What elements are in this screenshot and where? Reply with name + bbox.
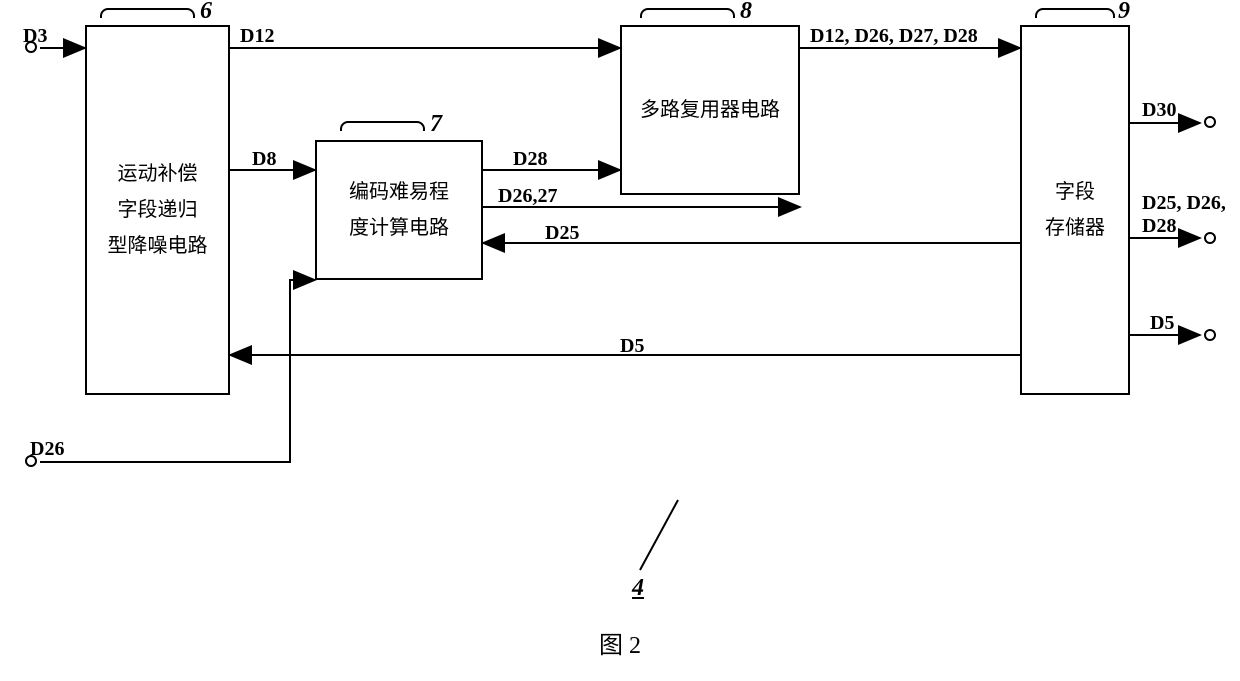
block-8-multiplexer: 多路复用器电路 — [620, 25, 800, 195]
label-d5-fb: D5 — [620, 335, 644, 358]
figure-caption: 图 2 — [0, 625, 1240, 660]
label-d30: D30 — [1142, 99, 1176, 122]
block-6-bracket — [100, 8, 195, 18]
block-6-ref: 6 — [200, 0, 212, 25]
block-9-label: 字段 存储器 — [1045, 174, 1105, 246]
port-out-d30 — [1204, 116, 1216, 128]
block-6-label: 运动补偿 字段递归 型降噪电路 — [108, 156, 208, 264]
block-7-ref: 7 — [430, 111, 442, 138]
block-9-field-memory: 字段 存储器 — [1020, 25, 1130, 395]
block-6-motion-compensation: 运动补偿 字段递归 型降噪电路 — [85, 25, 230, 395]
label-d26-in: D26 — [30, 438, 64, 461]
block-9-bracket — [1035, 8, 1115, 18]
port-out-d5 — [1204, 329, 1216, 341]
label-d25: D25 — [545, 222, 579, 245]
label-d12-top: D12 — [240, 25, 274, 48]
label-d8: D8 — [252, 148, 276, 171]
block-7-bracket — [340, 121, 425, 131]
figure-ref-4: 4 — [632, 575, 644, 602]
label-d3: D3 — [23, 25, 47, 48]
block-8-ref: 8 — [740, 0, 752, 25]
block-7-label: 编码难易程 度计算电路 — [349, 174, 449, 246]
label-d26-27: D26,27 — [498, 185, 557, 208]
block-9-ref: 9 — [1118, 0, 1130, 25]
block-7-encoding-difficulty: 编码难易程 度计算电路 — [315, 140, 483, 280]
label-d5-out: D5 — [1150, 312, 1174, 335]
label-d12-row: D12, D26, D27, D28 — [810, 25, 978, 48]
label-d25-row: D25, D26, D28 — [1142, 192, 1226, 238]
label-d28: D28 — [513, 148, 547, 171]
block-8-bracket — [640, 8, 735, 18]
block-8-label: 多路复用器电路 — [640, 92, 780, 128]
